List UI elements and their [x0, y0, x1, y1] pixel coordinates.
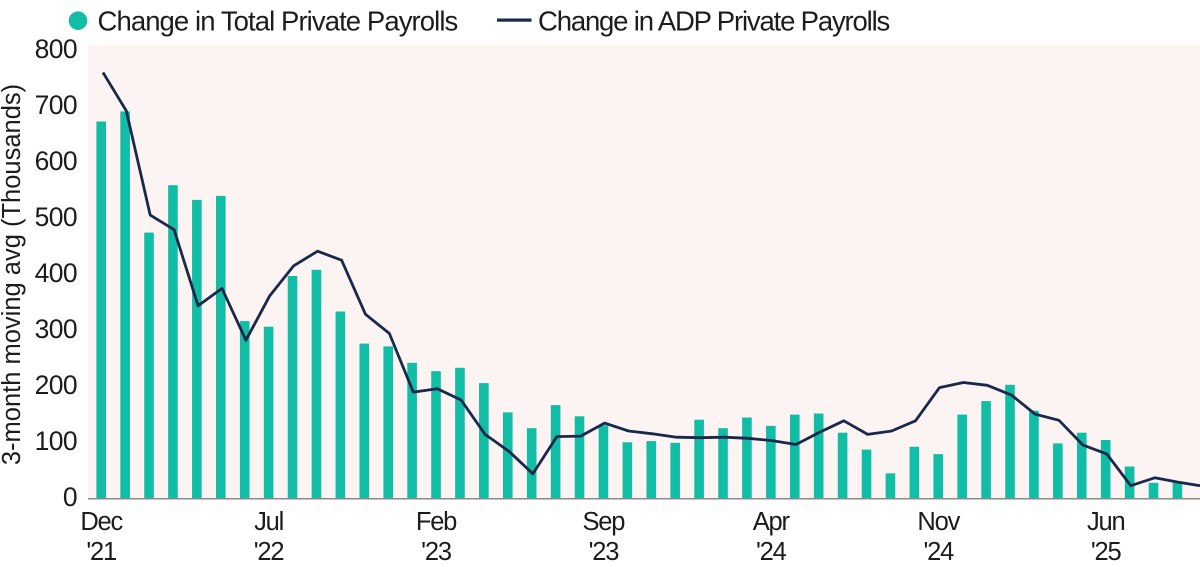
svg-text:Change in Total Private Payrol: Change in Total Private Payrolls: [98, 6, 458, 37]
svg-text:300: 300: [35, 314, 77, 344]
svg-text:'23: '23: [589, 538, 620, 566]
svg-text:400: 400: [35, 258, 77, 288]
svg-text:'24: '24: [923, 538, 954, 566]
svg-text:'23: '23: [421, 538, 452, 566]
svg-text:Sep: Sep: [583, 508, 626, 536]
svg-text:200: 200: [35, 370, 77, 400]
svg-text:Feb: Feb: [416, 508, 457, 536]
svg-text:Apr: Apr: [753, 508, 791, 536]
svg-text:'24: '24: [756, 538, 787, 566]
svg-text:600: 600: [35, 146, 77, 176]
svg-text:Jul: Jul: [254, 508, 283, 536]
svg-text:'25: '25: [1091, 538, 1122, 566]
svg-text:'21: '21: [86, 538, 116, 566]
svg-text:Dec: Dec: [80, 508, 123, 536]
svg-text:500: 500: [35, 202, 77, 232]
svg-text:Nov: Nov: [917, 508, 960, 536]
svg-text:Change in ADP Private Payrolls: Change in ADP Private Payrolls: [538, 6, 890, 37]
svg-text:'22: '22: [254, 538, 284, 566]
svg-text:Jun: Jun: [1087, 508, 1125, 536]
svg-text:700: 700: [35, 90, 77, 120]
svg-text:100: 100: [35, 426, 77, 456]
svg-text:800: 800: [35, 34, 77, 64]
svg-text:0: 0: [63, 482, 77, 512]
svg-text:3-month moving avg (Thousands): 3-month moving avg (Thousands): [0, 84, 26, 465]
